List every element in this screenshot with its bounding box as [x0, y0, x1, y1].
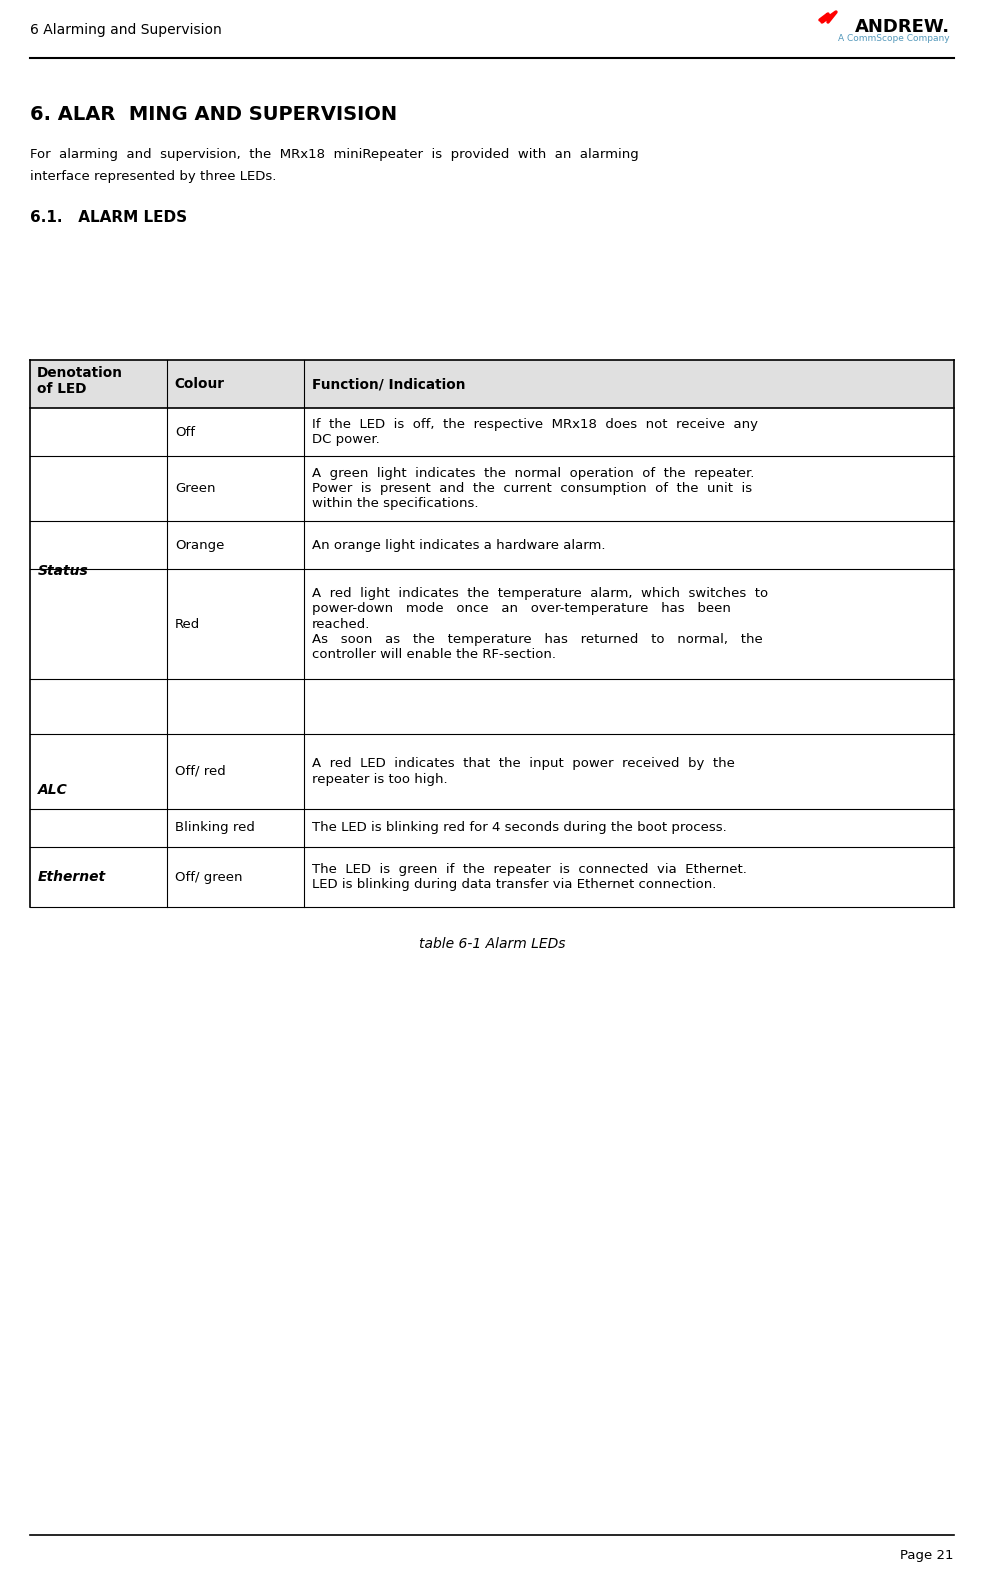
Text: reached.: reached.	[312, 618, 370, 631]
Text: A  red  light  indicates  the  temperature  alarm,  which  switches  to: A red light indicates the temperature al…	[312, 587, 768, 599]
Text: LED is blinking during data transfer via Ethernet connection.: LED is blinking during data transfer via…	[312, 878, 716, 892]
Text: Off/ red: Off/ red	[175, 764, 225, 779]
Bar	[30, 360, 954, 407]
Text: DC power.: DC power.	[312, 433, 379, 447]
Text: Denotation: Denotation	[37, 367, 123, 381]
Text: controller will enable the RF-section.: controller will enable the RF-section.	[312, 648, 556, 662]
Text: Page 21: Page 21	[900, 1548, 954, 1562]
Text: A  green  light  indicates  the  normal  operation  of  the  repeater.: A green light indicates the normal opera…	[312, 467, 754, 480]
Text: 6 Alarming and Supervision: 6 Alarming and Supervision	[30, 24, 221, 38]
Text: Off: Off	[175, 426, 195, 439]
Text: repeater is too high.: repeater is too high.	[312, 772, 447, 786]
Text: Blinking red: Blinking red	[175, 821, 255, 835]
Text: ALC: ALC	[38, 783, 68, 798]
Text: Ethernet: Ethernet	[38, 870, 106, 884]
Text: within the specifications.: within the specifications.	[312, 497, 478, 511]
Text: Off/ green: Off/ green	[175, 870, 242, 884]
Text: For  alarming  and  supervision,  the  MRx18  miniRepeater  is  provided  with  : For alarming and supervision, the MRx18 …	[30, 148, 639, 160]
Text: A  red  LED  indicates  that  the  input  power  received  by  the: A red LED indicates that the input power…	[312, 757, 734, 771]
Text: ANDREW.: ANDREW.	[855, 17, 950, 36]
Text: As   soon   as   the   temperature   has   returned   to   normal,   the: As soon as the temperature has returned …	[312, 632, 763, 647]
Text: 6. ALAR  MING AND SUPERVISION: 6. ALAR MING AND SUPERVISION	[30, 105, 398, 124]
Text: table 6-1 Alarm LEDs: table 6-1 Alarm LEDs	[419, 938, 565, 952]
Text: The LED is blinking red for 4 seconds during the boot process.: The LED is blinking red for 4 seconds du…	[312, 821, 726, 835]
Text: If  the  LED  is  off,  the  respective  MRx18  does  not  receive  any: If the LED is off, the respective MRx18 …	[312, 418, 758, 431]
Text: Status: Status	[38, 565, 89, 577]
Text: power-down   mode   once   an   over-temperature   has   been: power-down mode once an over-temperature…	[312, 602, 730, 615]
Text: interface represented by three LEDs.: interface represented by three LEDs.	[30, 170, 277, 182]
Text: An orange light indicates a hardware alarm.: An orange light indicates a hardware ala…	[312, 538, 605, 552]
Text: The  LED  is  green  if  the  repeater  is  connected  via  Ethernet.: The LED is green if the repeater is conn…	[312, 862, 747, 876]
Text: Red: Red	[175, 618, 200, 631]
Text: Colour: Colour	[175, 378, 224, 392]
Text: Orange: Orange	[175, 538, 224, 552]
Text: Green: Green	[175, 481, 215, 495]
Text: Power  is  present  and  the  current  consumption  of  the  unit  is: Power is present and the current consump…	[312, 481, 752, 495]
Text: 6.1.   ALARM LEDS: 6.1. ALARM LEDS	[30, 211, 187, 225]
Text: Function/ Indication: Function/ Indication	[312, 378, 465, 392]
Text: of LED: of LED	[37, 382, 87, 396]
Text: A CommScope Company: A CommScope Company	[838, 35, 950, 42]
